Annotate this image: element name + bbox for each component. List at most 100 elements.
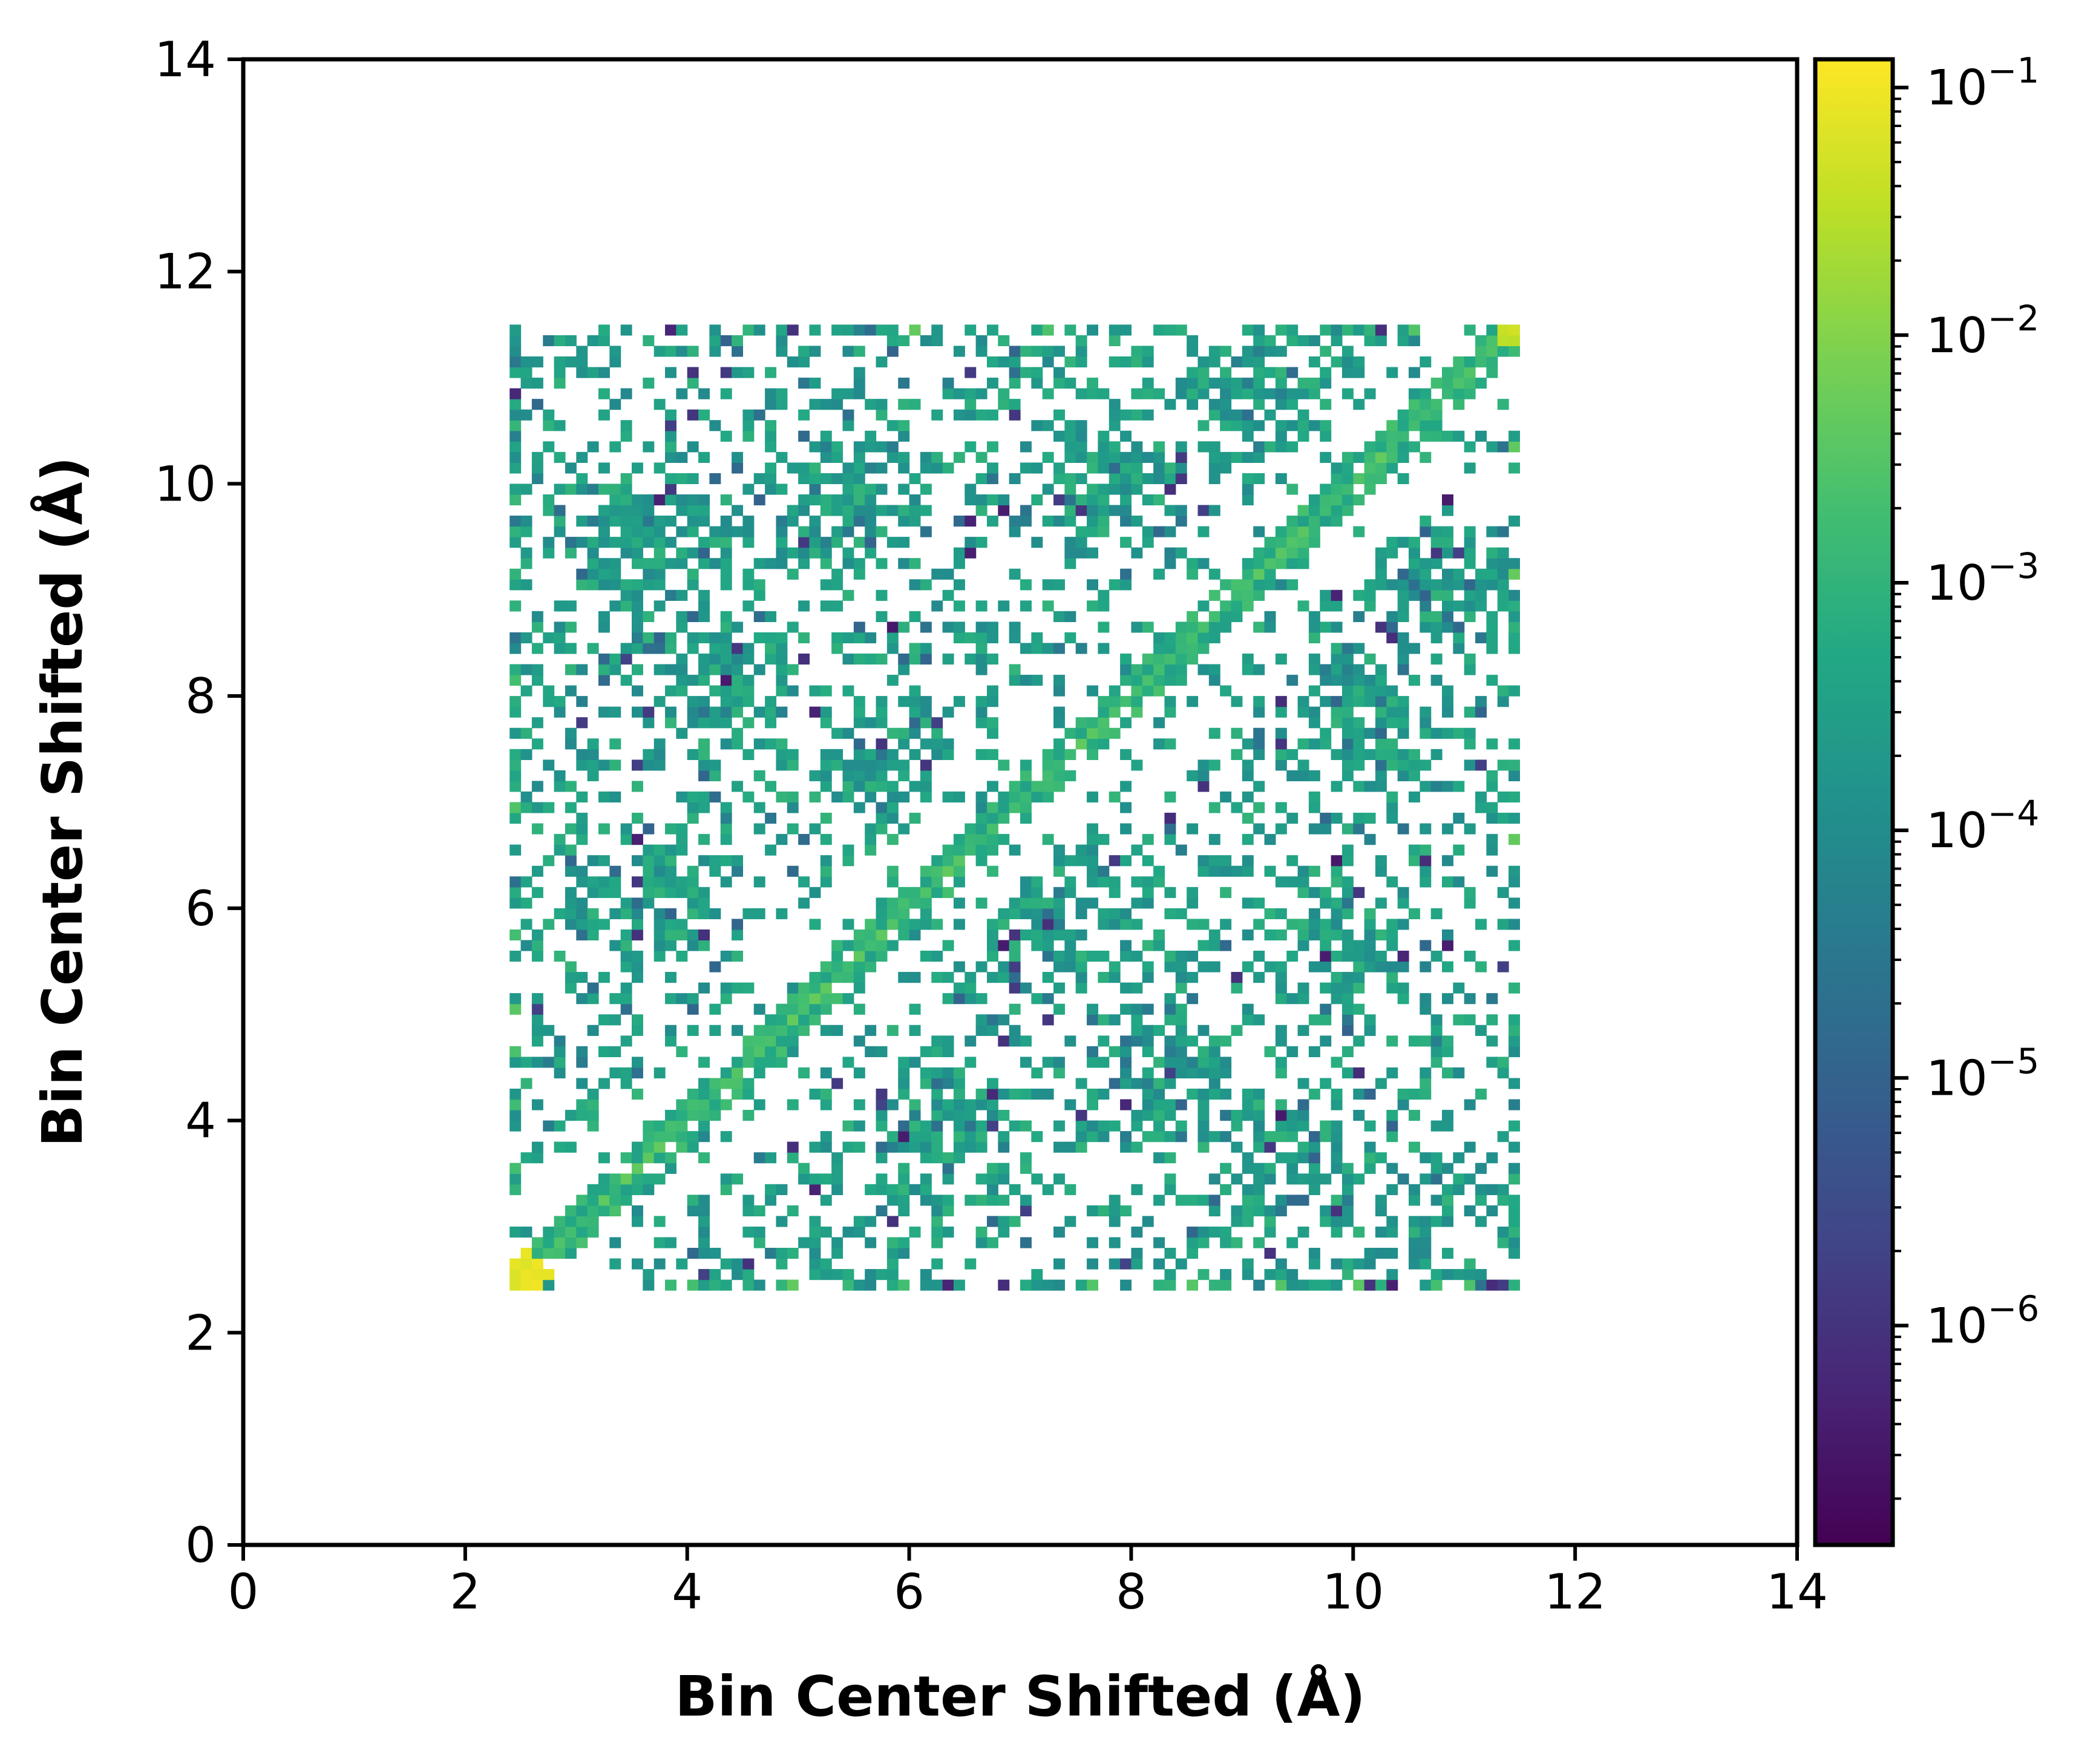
heatmap-cell [1164,1067,1176,1079]
heatmap-cell [643,494,655,506]
heatmap-cell [1353,643,1365,654]
heatmap-cell [809,685,821,697]
heatmap-cell [653,516,666,527]
heatmap-cell [587,855,599,867]
heatmap-cell [1409,643,1420,654]
heatmap-cell [886,897,899,909]
heatmap-cell [620,600,632,612]
heatmap-cell [1153,632,1165,644]
heatmap-cell [1397,919,1409,930]
heatmap-cell [1353,738,1365,750]
heatmap-cell [598,621,610,633]
heatmap-cell [753,473,765,485]
heatmap-cell [1187,346,1199,357]
heatmap-cell [720,876,732,888]
heatmap-cell [1420,1035,1432,1047]
heatmap-cell [509,876,522,888]
heatmap-cell [509,844,522,856]
heatmap-cell [920,484,932,495]
heatmap-cell [1064,929,1076,941]
heatmap-cell [1331,1131,1343,1143]
heatmap-cell [1187,388,1199,399]
heatmap-cell [986,972,998,983]
heatmap-cell [1508,621,1521,633]
heatmap-cell [820,1088,832,1100]
heatmap-cell [520,1078,532,1089]
heatmap-cell [1497,1067,1509,1079]
heatmap-cell [576,579,588,591]
heatmap-cell [1098,462,1110,474]
heatmap-cell [1508,600,1521,612]
heatmap-cell [965,409,977,421]
heatmap-cell [1098,696,1110,707]
heatmap-cell [1375,696,1387,707]
heatmap-cell [853,484,865,495]
heatmap-cell [1453,632,1465,644]
heatmap-cell [975,1025,988,1036]
heatmap-cell [554,951,566,962]
heatmap-cell [1087,547,1098,559]
heatmap-cell [1164,1184,1176,1195]
heatmap-cell [1464,324,1476,336]
heatmap-cell [842,685,854,697]
heatmap-cell [1053,675,1065,686]
heatmap-cell [1286,558,1299,569]
heatmap-cell [1131,1078,1143,1089]
heatmap-cell [1075,897,1087,909]
heatmap-cell [1142,887,1154,898]
heatmap-cell [909,813,921,824]
heatmap-cell [931,972,943,983]
heatmap-cell [1341,654,1354,665]
heatmap-cell [820,961,832,972]
heatmap-cell [1320,1131,1332,1143]
colorbar-tick-label: 10−4 [1926,793,2039,859]
heatmap-cell [1009,399,1021,410]
heatmap-cell [1341,951,1354,962]
heatmap-cell [587,367,599,378]
heatmap-cell [1220,1067,1232,1079]
heatmap-cell [898,1057,910,1068]
heatmap-cell [665,589,676,601]
heatmap-cell [898,1141,910,1153]
heatmap-cell [709,685,721,697]
heatmap-cell [632,621,643,633]
heatmap-cell [1331,675,1343,686]
heatmap-cell [1208,409,1220,421]
heatmap-cell [1253,802,1265,813]
heatmap-cell [698,1248,710,1259]
heatmap-cell [653,1120,666,1132]
heatmap-cell [598,568,610,580]
heatmap-cell [653,1237,666,1248]
heatmap-cell [1220,855,1232,867]
heatmap-cell [853,367,865,378]
heatmap-cell [776,1035,788,1047]
heatmap-cell [709,643,721,654]
heatmap-cell [1286,855,1299,867]
heatmap-cell [853,451,865,463]
heatmap-cell [1475,1279,1487,1291]
heatmap-cell [953,1131,965,1143]
heatmap-cell [609,494,621,506]
heatmap-cell [1109,887,1121,898]
heatmap-cell [931,1099,943,1110]
heatmap-cell [698,664,710,675]
heatmap-cell [1430,558,1443,569]
heatmap-cell [898,1078,910,1089]
heatmap-cell [1320,1279,1332,1291]
heatmap-cell [1009,356,1021,368]
heatmap-cell [1220,346,1232,357]
heatmap-cell [1442,621,1453,633]
heatmap-cell [1175,473,1187,485]
y-tick-label: 14 [154,31,216,88]
heatmap-cell [909,897,921,909]
heatmap-cell [1320,696,1332,707]
heatmap-cell [1197,961,1210,972]
heatmap-cell [809,919,821,930]
heatmap-cell [1064,378,1076,389]
heatmap-cell [909,399,921,410]
heatmap-cell [1341,664,1354,675]
heatmap-cell [687,696,699,707]
heatmap-cell [1064,324,1076,336]
heatmap-cell [554,526,566,537]
